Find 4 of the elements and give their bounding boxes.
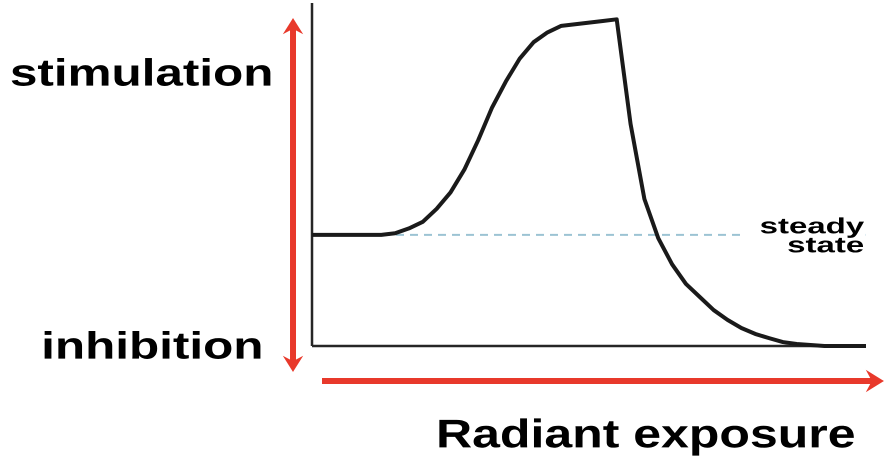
text: stimulation: [12, 58, 270, 86]
text: inhibition: [44, 331, 260, 359]
ref-line-label: steady state: [760, 217, 864, 253]
x-axis-title: Radiant exposure: [439, 418, 854, 456]
